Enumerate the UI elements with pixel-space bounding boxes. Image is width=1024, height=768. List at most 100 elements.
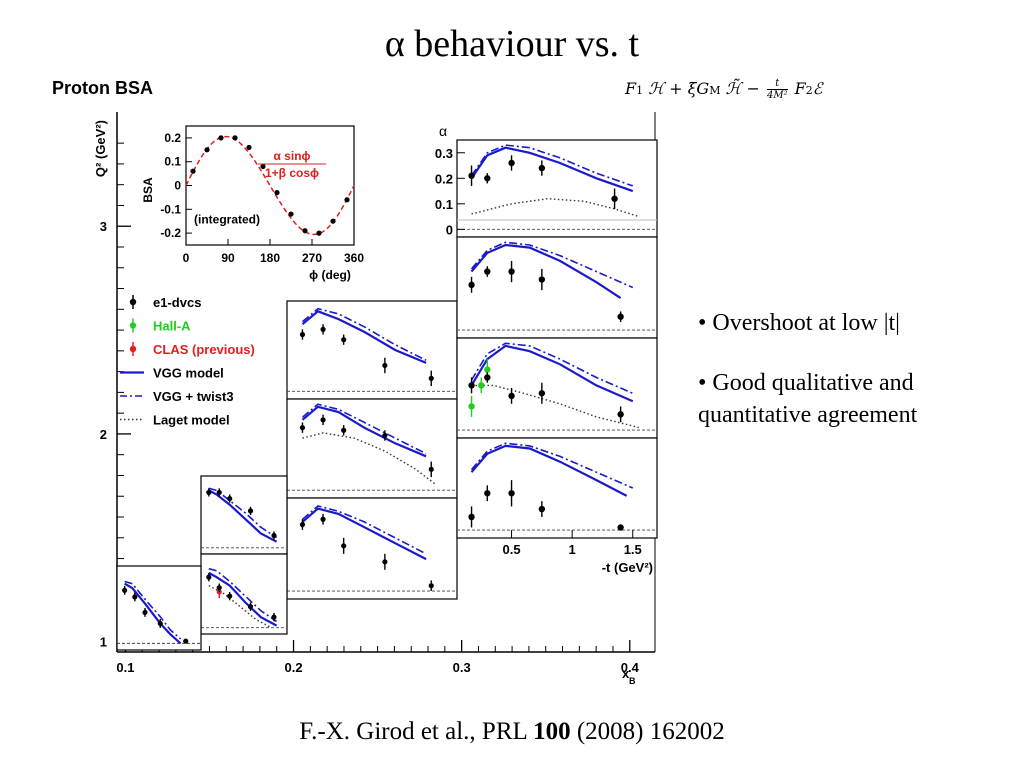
e1-dvcs-point: [247, 604, 254, 610]
alpha-y-tick-label: 0.1: [435, 197, 453, 212]
inset-data-point: [218, 135, 224, 141]
vgg-curve: [470, 146, 634, 193]
e1-dvcs-point: [611, 195, 618, 202]
inset-x-tick-label: 90: [221, 251, 235, 265]
e1-dvcs-point: [468, 513, 475, 521]
integrated-inset: 0 90 180 270 360 -0.2 -0.1 0 0.1 0.2 ϕ (deg) BSA (in…: [141, 125, 364, 282]
legend-label: VGG + twist3: [153, 389, 234, 404]
legend-marker-point: [129, 322, 137, 329]
formula-term-5: ℰ: [812, 79, 823, 98]
vgg-twist3-curve: [301, 403, 427, 455]
small-alpha-panel: [286, 300, 458, 400]
formula-term-4: F: [794, 79, 806, 98]
halla-point: [484, 366, 491, 373]
e1-dvcs-point: [157, 620, 163, 627]
legend-marker-point: [129, 298, 137, 306]
inset-x-tick-label: 270: [302, 251, 322, 265]
e1-dvcs-point: [428, 375, 434, 381]
inset-x-tick-label: 360: [344, 251, 364, 265]
inset-data-point: [274, 190, 280, 196]
vgg-twist3-curve: [301, 505, 427, 555]
small-alpha-panel: [116, 565, 202, 651]
inset-data-point: [316, 230, 322, 236]
alpha-y-axis-label: α: [439, 123, 447, 139]
e1-dvcs-point: [122, 587, 128, 593]
legend-label: VGG model: [153, 366, 224, 381]
e1-dvcs-point: [617, 313, 624, 320]
inset-data-point: [246, 144, 252, 151]
inset-x-tick-label: 180: [260, 251, 280, 265]
slide-title: α behaviour vs. t: [384, 23, 640, 65]
vgg-twist3-curve: [470, 144, 634, 187]
inset-y-tick-label: 0.1: [164, 155, 181, 169]
bullet-overshoot: • Overshoot at low |t|: [698, 310, 900, 336]
small-alpha-panel: [200, 553, 288, 635]
vgg-curve: [124, 582, 182, 645]
legend: e1-dvcs Hall-A CLAS (previous) VGG model VGG…: [120, 295, 255, 428]
alpha-x-tick-label: 0.5: [503, 542, 521, 557]
panel-frame: [116, 565, 202, 651]
panel-frame: [200, 475, 288, 555]
inset-frame: [185, 125, 355, 246]
formula-fraction: t 4M²: [766, 78, 788, 101]
legend-label: Laget model: [153, 413, 230, 428]
alpha-vs-t-panel: 0 0.1 0.2 0.3 α: [435, 123, 658, 238]
vgg-twist3-curve: [301, 307, 427, 362]
main-x-tick-label: 0.2: [284, 660, 302, 675]
e1-dvcs-point: [216, 489, 222, 496]
formula-sub-4: 2: [805, 84, 813, 97]
alpha-vs-t-panel: [456, 337, 658, 439]
vgg-twist3-curve: [470, 342, 634, 395]
formula-term-1: F: [625, 79, 637, 98]
citation-volume: 100: [533, 718, 571, 745]
e1-dvcs-point: [428, 583, 434, 589]
e1-dvcs-point: [142, 609, 148, 616]
citation-authors: F.-X. Girod et al., PRL: [299, 718, 534, 745]
main-x-axis-label-sub: B: [629, 676, 636, 686]
vgg-curve: [301, 405, 427, 458]
main-x-tick-label: 0.1: [116, 660, 134, 675]
e1-dvcs-point: [484, 175, 491, 182]
e1-dvcs-point: [183, 638, 189, 644]
main-y-axis-label: Q² (GeV²): [93, 120, 108, 177]
inset-data-point: [288, 211, 294, 217]
e1-dvcs-point: [341, 543, 347, 549]
e1-dvcs-point: [382, 432, 388, 439]
alpha-x-tick-label: 1: [569, 542, 576, 557]
inset-annotation: (integrated): [194, 213, 260, 227]
vgg-twist3-curve: [208, 487, 278, 539]
e1-dvcs-point: [206, 489, 212, 496]
alpha-vs-t-panel: 0.5 1 1.5 -t (GeV²): [456, 437, 658, 575]
main-y-tick-label: 3: [100, 219, 107, 234]
laget-curve: [471, 197, 640, 218]
alpha-vs-t-panel: [456, 236, 658, 339]
inset-y-tick-label: -0.2: [160, 226, 181, 240]
inset-data-point: [330, 218, 336, 224]
inset-x-tick-label: 0: [183, 251, 190, 265]
legend-label: e1-dvcs: [153, 295, 201, 310]
e1-dvcs-point: [299, 425, 306, 431]
e1-dvcs-point: [227, 495, 233, 502]
e1-dvcs-point: [538, 276, 546, 283]
e1-dvcs-point: [538, 390, 546, 397]
small-panels: [116, 300, 458, 651]
e1-dvcs-point: [382, 559, 388, 565]
alpha-x-tick-label: 1.5: [624, 542, 642, 557]
panel-label: Proton BSA: [52, 78, 153, 98]
laget-curve: [302, 432, 437, 486]
alpha-y-tick-label: 0.3: [435, 146, 453, 161]
formula-sub-2: M: [709, 84, 721, 97]
inset-data-point: [190, 168, 196, 174]
e1-dvcs-point: [299, 331, 306, 338]
legend-marker-point: [129, 345, 137, 353]
vgg-twist3-curve: [470, 442, 634, 489]
e1-dvcs-point: [508, 490, 515, 497]
inset-fit-label-num: α sinϕ: [273, 149, 310, 163]
e1-dvcs-point: [468, 172, 475, 179]
e1-dvcs-point: [132, 594, 138, 600]
e1-dvcs-point: [538, 164, 546, 172]
e1-dvcs-point: [247, 508, 254, 514]
citation-year-page: (2008) 162002: [570, 718, 725, 745]
small-alpha-panel: [200, 475, 288, 555]
